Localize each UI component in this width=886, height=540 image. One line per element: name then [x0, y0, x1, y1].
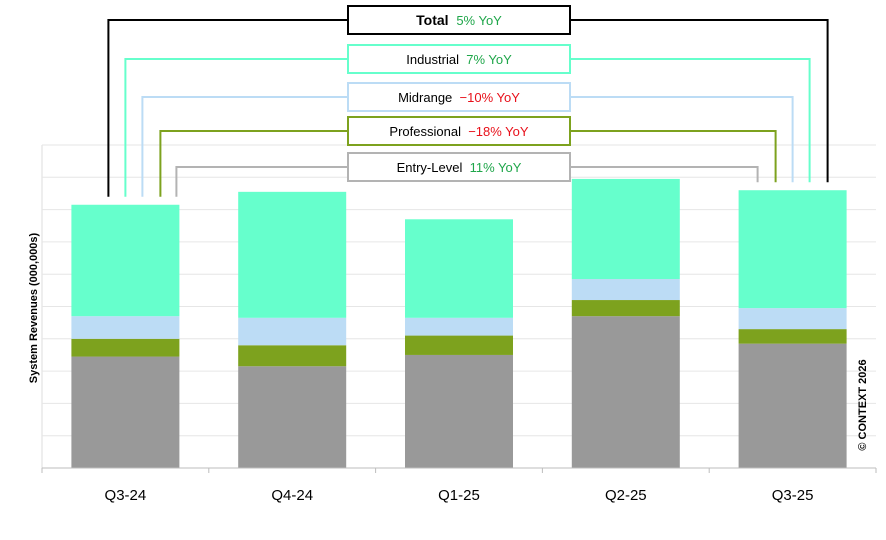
- connector-right: [570, 130, 777, 183]
- bar-segment: [238, 366, 347, 468]
- connector-left: [175, 166, 348, 197]
- annotation-box: [347, 116, 571, 146]
- bar-segment: [571, 279, 680, 301]
- bar-segment: [238, 317, 347, 346]
- x-tick-label: Q3-25: [772, 487, 814, 504]
- bar-segment: [405, 335, 513, 355]
- annotation-yoy: −10% YoY: [460, 90, 521, 105]
- connector-left: [124, 58, 348, 197]
- bars: [71, 178, 847, 468]
- x-tick-label: Q1-25: [438, 487, 480, 504]
- annotation-yoy: 11% YoY: [470, 160, 522, 175]
- bar-segment: [238, 191, 347, 318]
- bar-segment: [738, 343, 847, 468]
- annotation-yoy: −18% YoY: [468, 124, 529, 139]
- bar-segment: [405, 219, 513, 318]
- annotation-box: [347, 152, 571, 182]
- bar-segment: [738, 329, 847, 344]
- annotation-box: [347, 44, 571, 74]
- yoy-connectors: [107, 19, 829, 197]
- annotation-label: Professional: [389, 124, 468, 139]
- bar-segment: [405, 317, 513, 336]
- bar-segment: [238, 345, 347, 367]
- annotation-yoy: 5% YoY: [456, 13, 502, 28]
- connector-right: [570, 166, 759, 183]
- bar-segment: [571, 316, 680, 468]
- bar-segment: [405, 354, 513, 468]
- annotation-yoy: 7% YoY: [466, 52, 512, 67]
- copyright-text: © CONTEXT 2026: [857, 359, 869, 450]
- x-axis: Q3-24 Q4-24 Q1-25 Q2-25 Q3-25: [41, 467, 877, 504]
- annotation-text: Professional −18% YoY: [389, 124, 528, 139]
- bar-segment: [571, 178, 680, 280]
- annotation-label: Midrange: [398, 90, 459, 105]
- annotation-label: Industrial: [406, 52, 466, 67]
- x-tick-label: Q2-25: [605, 487, 647, 504]
- bar-segment: [71, 356, 180, 468]
- annotation-box: [347, 5, 571, 35]
- connector-left: [159, 130, 348, 197]
- connector-left: [107, 19, 348, 197]
- bar-segment: [738, 308, 847, 330]
- annotation-label: Total: [416, 12, 456, 28]
- annotation-box: [347, 82, 571, 112]
- annotation-text: Total 5% YoY: [416, 12, 502, 28]
- connector-left: [141, 96, 348, 197]
- bar-segment: [738, 190, 847, 309]
- annotation-text: Entry-Level 11% YoY: [397, 160, 522, 175]
- bar-segment: [571, 300, 680, 317]
- y-axis-label: System Revenues (000,000s): [28, 232, 40, 383]
- annotation-text: Midrange −10% YoY: [398, 90, 520, 105]
- x-tick-label: Q3-24: [105, 487, 147, 504]
- bar-segment: [71, 338, 180, 357]
- bar-segment: [71, 204, 180, 317]
- connector-right: [570, 19, 829, 183]
- annotation-label: Entry-Level: [397, 160, 470, 175]
- x-tick-label: Q4-24: [271, 487, 313, 504]
- bar-segment: [71, 316, 180, 339]
- yoy-annotations: Total 5% YoY Industrial 7% YoY Midrange −1…: [347, 5, 571, 182]
- connector-right: [570, 96, 794, 183]
- annotation-text: Industrial 7% YoY: [406, 52, 512, 67]
- connector-right: [570, 58, 811, 183]
